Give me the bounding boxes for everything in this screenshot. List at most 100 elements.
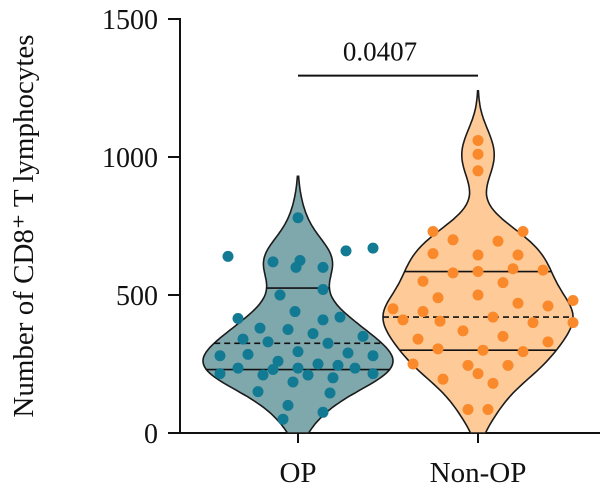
data-point: [472, 148, 484, 160]
data-point: [302, 369, 314, 381]
data-point: [282, 399, 294, 411]
data-point: [232, 312, 244, 324]
data-point: [342, 347, 354, 359]
data-point: [567, 317, 579, 329]
violins: [202, 90, 574, 434]
data-point: [462, 359, 474, 371]
data-point: [417, 306, 429, 318]
data-point: [497, 277, 509, 289]
data-point: [367, 368, 379, 380]
significance-bracket: 0.0407: [298, 37, 478, 77]
data-point: [527, 317, 539, 329]
y-tick-label: 0: [144, 419, 158, 450]
data-point: [417, 275, 429, 287]
data-point: [487, 377, 499, 389]
data-point: [317, 314, 329, 326]
data-point: [432, 343, 444, 355]
data-point: [349, 362, 361, 374]
data-point: [497, 330, 509, 342]
data-point: [307, 328, 319, 340]
data-point: [272, 355, 284, 367]
data-point: [434, 315, 446, 327]
data-point: [334, 311, 346, 323]
data-point: [222, 250, 234, 262]
data-point: [427, 248, 439, 260]
y-tick-label: 1500: [102, 5, 158, 36]
data-point: [252, 386, 264, 398]
data-point: [367, 350, 379, 362]
data-point: [289, 306, 301, 318]
x-tick-label: Non-OP: [430, 457, 527, 489]
data-point: [282, 324, 294, 335]
data-point: [317, 283, 329, 295]
data-point: [290, 261, 302, 273]
data-point: [542, 300, 554, 312]
data-point: [537, 264, 549, 276]
data-point: [432, 292, 444, 304]
data-point: [312, 358, 324, 370]
data-point: [324, 387, 336, 399]
data-point: [502, 359, 514, 371]
data-point: [237, 333, 249, 345]
data-point: [262, 336, 274, 348]
data-point: [397, 314, 409, 326]
y-tick-label: 500: [116, 281, 158, 312]
data-point: [292, 346, 304, 358]
data-point: [267, 256, 279, 268]
data-point: [492, 235, 504, 247]
data-point: [292, 212, 304, 224]
data-point: [472, 266, 484, 278]
data-point: [387, 303, 399, 315]
data-point: [327, 372, 339, 384]
data-point: [437, 373, 449, 385]
x-tick-label: OP: [279, 457, 316, 489]
data-point: [542, 336, 554, 348]
data-point: [287, 376, 299, 388]
data-point: [427, 226, 439, 238]
data-point: [472, 134, 484, 146]
data-point: [512, 297, 524, 309]
y-tick-label: 1000: [102, 143, 158, 174]
data-point: [567, 295, 579, 307]
data-point: [412, 333, 424, 345]
data-point: [472, 165, 484, 177]
axes: [179, 18, 600, 434]
data-point: [457, 325, 469, 337]
data-point: [254, 322, 266, 334]
data-point: [214, 350, 226, 362]
data-points: [214, 134, 579, 425]
y-axis-label: Number of CD8⁺ T lymphocytes: [8, 34, 40, 417]
data-point: [407, 358, 419, 370]
data-point: [472, 289, 484, 301]
data-point: [447, 267, 459, 279]
data-point: [472, 249, 484, 261]
data-point: [357, 330, 369, 342]
data-point: [274, 289, 286, 301]
data-point: [340, 245, 352, 257]
data-point: [512, 249, 524, 261]
data-point: [292, 362, 304, 374]
data-point: [322, 337, 334, 349]
p-value-label: 0.0407: [343, 37, 417, 67]
data-point: [367, 242, 379, 254]
data-point: [242, 348, 254, 360]
data-point: [277, 413, 289, 425]
data-point: [317, 406, 329, 418]
y-ticks: 0 500 1000 1500: [102, 5, 180, 450]
data-point: [232, 362, 244, 374]
data-point: [267, 364, 279, 376]
data-point: [447, 234, 459, 246]
data-point: [462, 404, 474, 416]
data-point: [507, 263, 519, 275]
data-point: [317, 261, 329, 273]
x-tick-labels: OP Non-OP: [279, 433, 526, 489]
data-point: [332, 359, 344, 371]
data-point: [257, 369, 269, 381]
data-point: [482, 404, 494, 416]
data-point: [517, 226, 529, 238]
data-point: [214, 368, 226, 380]
data-point: [487, 311, 499, 323]
data-point: [472, 368, 484, 380]
data-point: [477, 344, 489, 356]
